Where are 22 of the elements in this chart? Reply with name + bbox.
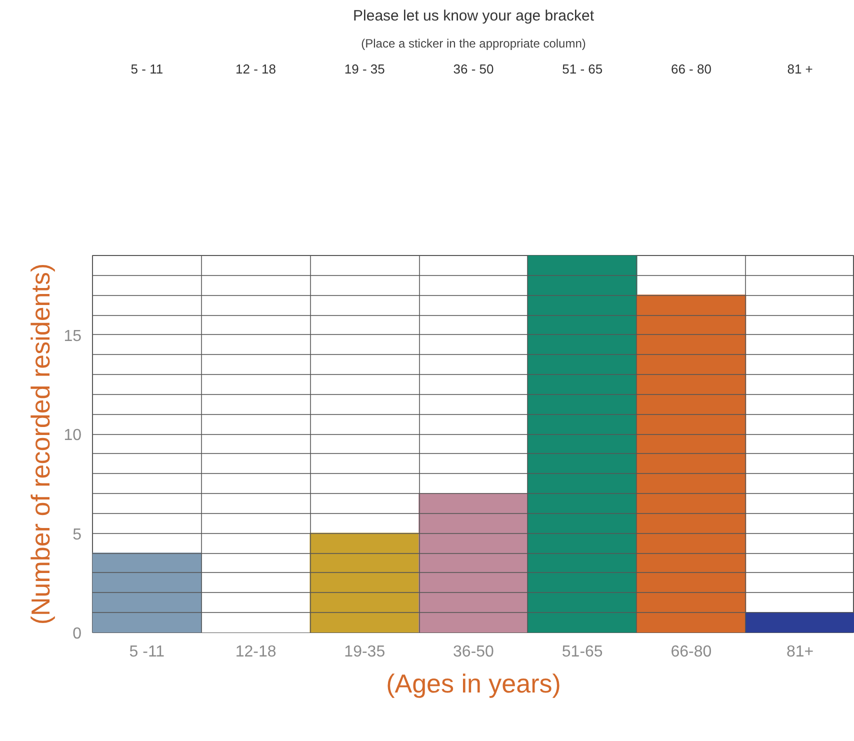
x-tick-label: 5 -11 <box>129 644 165 660</box>
x-tick-label: 81+ <box>786 644 814 660</box>
text: 51 - 65 <box>562 62 603 77</box>
chart-title: Please let us know your age bracket <box>353 8 595 24</box>
y-tick-label: 10 <box>64 427 82 444</box>
y-tick-label: 0 <box>72 626 82 642</box>
x-tick-label: 66-80 <box>670 644 712 660</box>
text: 66 - 80 <box>670 62 712 77</box>
x-tick-label: 12-18 <box>235 644 276 660</box>
text: 36 - 50 <box>453 62 494 77</box>
text: 19 - 35 <box>344 62 385 77</box>
text: 5 - 11 <box>130 62 164 77</box>
x-tick-label: 51-65 <box>562 644 603 660</box>
x-axis-title: (Ages in years) <box>386 668 561 698</box>
text: 81 + <box>787 62 813 77</box>
chart-subtitle: (Place a sticker in the appropriate column) <box>361 36 586 50</box>
y-tick-label: 15 <box>64 328 82 345</box>
y-axis-title: (Number of recorded residents) <box>26 263 56 625</box>
y-tick-label: 5 <box>72 526 82 544</box>
x-tick-label: 19-35 <box>344 644 386 660</box>
text: 12 - 18 <box>236 62 276 77</box>
x-tick-label: 36-50 <box>453 644 494 660</box>
